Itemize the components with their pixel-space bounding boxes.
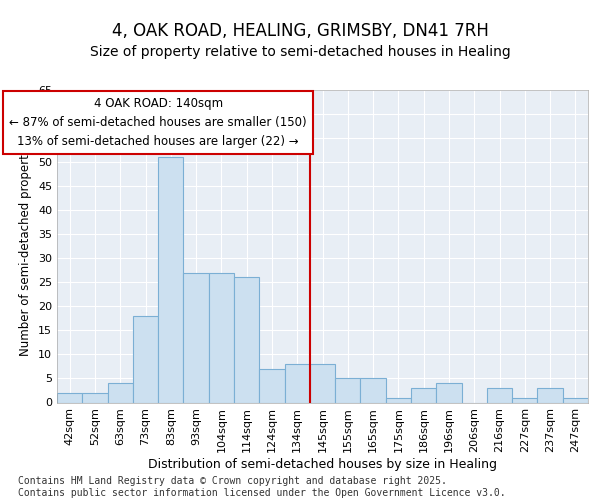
- Bar: [386, 398, 411, 402]
- Bar: [335, 378, 361, 402]
- Bar: [209, 272, 234, 402]
- Bar: [158, 158, 184, 402]
- Bar: [411, 388, 436, 402]
- Bar: [234, 278, 259, 402]
- Bar: [184, 272, 209, 402]
- Bar: [361, 378, 386, 402]
- Bar: [284, 364, 310, 403]
- Bar: [538, 388, 563, 402]
- Bar: [57, 393, 82, 402]
- Bar: [512, 398, 538, 402]
- Text: Size of property relative to semi-detached houses in Healing: Size of property relative to semi-detach…: [89, 45, 511, 59]
- Bar: [82, 393, 107, 402]
- Bar: [436, 384, 461, 402]
- Text: 4, OAK ROAD, HEALING, GRIMSBY, DN41 7RH: 4, OAK ROAD, HEALING, GRIMSBY, DN41 7RH: [112, 22, 488, 40]
- Y-axis label: Number of semi-detached properties: Number of semi-detached properties: [19, 137, 32, 356]
- Bar: [133, 316, 158, 402]
- Bar: [310, 364, 335, 403]
- X-axis label: Distribution of semi-detached houses by size in Healing: Distribution of semi-detached houses by …: [148, 458, 497, 471]
- Text: Contains HM Land Registry data © Crown copyright and database right 2025.
Contai: Contains HM Land Registry data © Crown c…: [18, 476, 506, 498]
- Bar: [107, 384, 133, 402]
- Text: 4 OAK ROAD: 140sqm
← 87% of semi-detached houses are smaller (150)
13% of semi-d: 4 OAK ROAD: 140sqm ← 87% of semi-detache…: [10, 97, 307, 148]
- Bar: [259, 369, 284, 402]
- Bar: [563, 398, 588, 402]
- Bar: [487, 388, 512, 402]
